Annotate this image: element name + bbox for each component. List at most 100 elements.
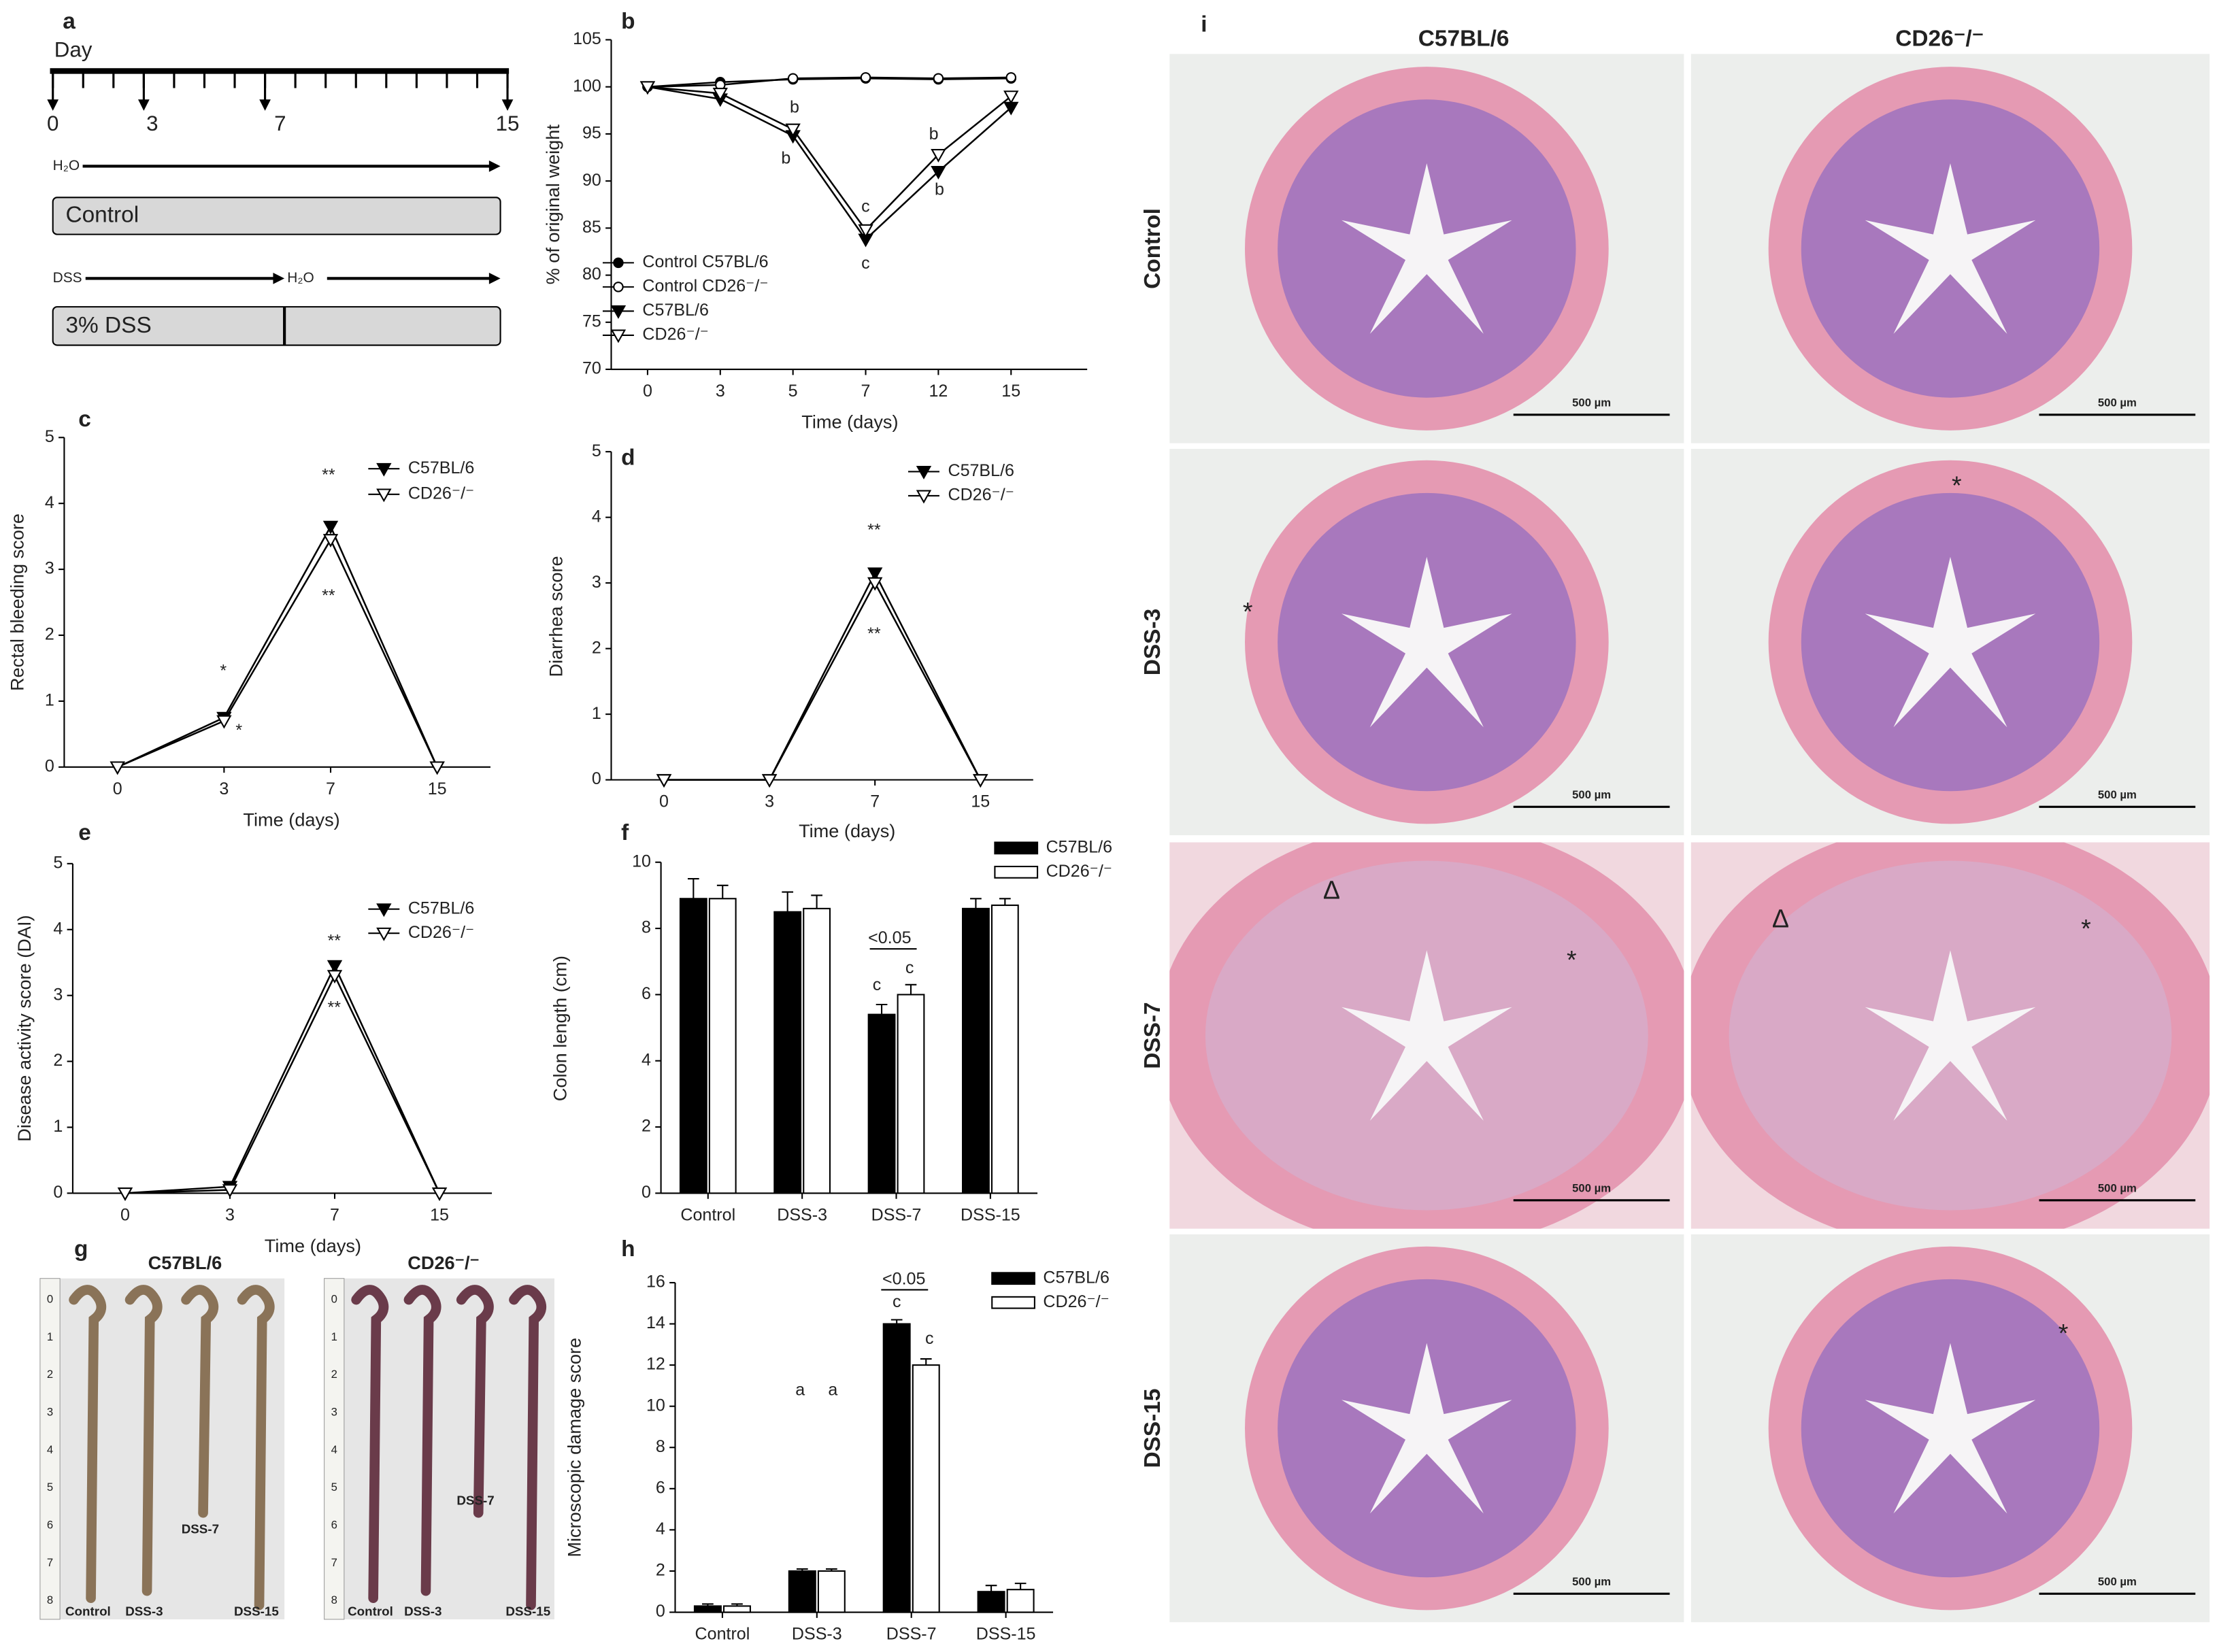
y-tick-label: 0 (656, 1602, 665, 1621)
colon (509, 1285, 547, 1611)
y-tick-label: 14 (646, 1313, 665, 1332)
series-line (117, 537, 438, 768)
y-tick-label: 3 (592, 573, 601, 592)
annotation: <0.05 (882, 1269, 925, 1288)
annotation: b (790, 97, 799, 116)
marker (858, 224, 873, 238)
day-arrow-head (47, 99, 59, 111)
legend-label: C57BL/6 (408, 458, 474, 477)
colon (403, 1285, 441, 1596)
box-label: Control (65, 202, 139, 227)
legend-label: Control C57BL/6 (642, 252, 768, 271)
y-tick-label: 2 (656, 1561, 665, 1580)
annotation: * (235, 721, 242, 740)
legend-label: CD26⁻/⁻ (408, 923, 474, 942)
ruler-label: 7 (331, 1556, 337, 1569)
x-tick-label: DSS-7 (886, 1625, 937, 1644)
scale-label: 500 µm (1572, 1575, 1611, 1588)
colon (69, 1285, 107, 1603)
series-line (664, 581, 982, 781)
bar (708, 898, 737, 1194)
bar (897, 994, 925, 1194)
y-tick-label: 2 (53, 1051, 63, 1070)
colon (124, 1285, 163, 1596)
ruler-label: 3 (47, 1405, 53, 1418)
y-tick-label: 10 (646, 1396, 665, 1415)
y-tick-label: 3 (45, 559, 54, 578)
bar (788, 1570, 816, 1613)
panel-letter: h (621, 1236, 635, 1262)
annotation: c (861, 254, 870, 273)
y-tick-label: 100 (573, 76, 601, 95)
series-line (124, 973, 441, 1194)
annotation: c (893, 1292, 901, 1311)
tissue (1245, 460, 1609, 824)
annotation: a (795, 1380, 805, 1399)
x-tick-label: 3 (219, 779, 229, 798)
sample-label: DSS-3 (404, 1604, 441, 1618)
marker (973, 774, 988, 788)
legend-label: C57BL/6 (1043, 1268, 1109, 1287)
x-tick-label: DSS-3 (792, 1625, 842, 1644)
legend-swatch (991, 1296, 1035, 1309)
error-bar (920, 1358, 932, 1366)
day-label: 3 (146, 112, 158, 135)
legend-label: C57BL/6 (1046, 837, 1112, 856)
y-tick-label: 3 (53, 985, 63, 1004)
scale-label: 500 µm (2098, 1182, 2137, 1195)
y-tick-label: 95 (582, 124, 601, 143)
y-tick-label: 4 (592, 507, 601, 526)
legend-marker (610, 329, 627, 343)
x-tick-label: 3 (716, 382, 725, 401)
x-tick-label: DSS-7 (871, 1205, 922, 1224)
x-tick-label: 15 (428, 779, 447, 798)
timeline-panel: a Day 0 3 7 15 H₂O Control DSS H₂O 3% DS… (47, 9, 519, 346)
series-line (647, 86, 1012, 241)
day-arrow-head (501, 99, 514, 111)
colon (351, 1285, 389, 1603)
annotation: ** (867, 521, 881, 540)
panel-letter: g (74, 1236, 88, 1262)
series-line (647, 76, 1012, 88)
x-tick-label: 12 (929, 382, 948, 401)
x-tick-label: 15 (971, 792, 990, 811)
legend-label: CD26⁻/⁻ (1043, 1292, 1109, 1311)
x-axis-label: Time (days) (265, 1235, 361, 1256)
annotation: ** (322, 586, 335, 605)
error-bar (1014, 1583, 1027, 1590)
scale-label: 500 µm (1572, 1182, 1611, 1195)
marker (1003, 90, 1019, 105)
box-label: 3% DSS (65, 313, 151, 338)
bar (1006, 1589, 1035, 1613)
series-line (647, 86, 1012, 232)
tissue (1768, 1246, 2133, 1611)
marker (656, 774, 672, 788)
annotation: b (935, 180, 944, 199)
arrow-head (488, 273, 501, 284)
y-tick-label: 16 (646, 1272, 665, 1292)
photo-panel: g C57BL/6 CD26⁻/⁻ 0 1 2 3 4 5 6 7 8 Control DSS-3 D… (39, 1236, 554, 1620)
marker (322, 534, 339, 548)
ruler-label: 5 (47, 1481, 53, 1494)
lumen (1341, 950, 1512, 1121)
day-arrow-head (259, 99, 271, 111)
error-bar (890, 1319, 903, 1324)
sample-label: DSS-7 (456, 1494, 494, 1508)
row-label: DSS-3 (1140, 609, 1165, 675)
bar (867, 1013, 896, 1194)
x-tick-label: 5 (788, 382, 798, 401)
histology-panel: i C57BL/6 CD26⁻/⁻ Control 500 µm 500 µm DSS… (1140, 12, 2210, 1623)
x-tick-label: 3 (225, 1205, 235, 1224)
legend-marker (610, 305, 627, 319)
x-tick-label: 3 (765, 792, 774, 811)
error-bar (811, 894, 822, 909)
scale-label: 500 µm (1572, 788, 1611, 801)
ruler-label: 7 (47, 1556, 53, 1569)
control-box (52, 197, 501, 235)
error-bar (826, 1568, 837, 1571)
x-axis-label: Time (days) (243, 809, 339, 830)
annotation: ** (327, 998, 341, 1017)
symbol: Δ (1323, 876, 1340, 905)
bar (773, 911, 802, 1194)
legend-marker (613, 257, 624, 269)
